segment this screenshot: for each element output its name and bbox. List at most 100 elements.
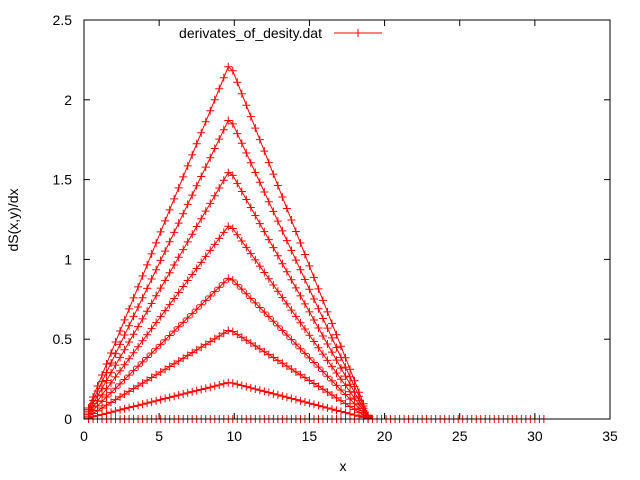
data-point	[188, 387, 197, 396]
data-point	[314, 304, 323, 313]
data-point	[273, 181, 282, 190]
data-point	[323, 340, 332, 349]
data-point	[152, 318, 161, 327]
data-point	[246, 294, 255, 303]
data-point	[237, 187, 246, 196]
data-point	[107, 359, 116, 368]
data-point	[179, 282, 188, 291]
data-point	[120, 404, 129, 413]
data-point	[165, 268, 174, 277]
data-point	[143, 307, 152, 316]
data-point	[318, 350, 327, 359]
data-point	[147, 249, 156, 258]
data-point	[269, 207, 278, 216]
data-point	[336, 375, 345, 384]
data-point	[129, 293, 138, 302]
data-point	[350, 376, 359, 385]
data-point	[341, 363, 350, 372]
data-point	[314, 401, 323, 410]
data-point	[111, 337, 120, 346]
data-point	[206, 337, 215, 346]
data-point	[120, 315, 129, 324]
data-point	[228, 119, 237, 128]
data-point	[143, 330, 152, 339]
y-axis-title: dS(x,y)/dx	[5, 188, 21, 251]
data-point	[269, 353, 278, 362]
data-point	[264, 388, 273, 397]
data-point	[165, 393, 174, 402]
y-tick-label: 2	[64, 92, 72, 108]
data-point	[201, 163, 210, 172]
data-point	[170, 194, 179, 203]
data-point	[215, 135, 224, 144]
data-point	[210, 95, 219, 104]
data-point	[156, 312, 165, 321]
data-point	[282, 236, 291, 245]
data-point	[116, 405, 125, 414]
data-point	[228, 276, 237, 285]
legend-sample-marker	[354, 29, 362, 37]
data-point	[125, 321, 134, 330]
data-point	[260, 187, 269, 196]
data-point	[309, 294, 318, 303]
data-point	[291, 312, 300, 321]
data-point	[179, 245, 188, 254]
ticks-layer: 0 5 10 15 20 25 30 35 0 0.5 1 1.5 2 2.5	[53, 12, 618, 444]
data-point	[305, 307, 314, 316]
data-point	[273, 217, 282, 226]
data-point	[125, 387, 134, 396]
data-point	[309, 337, 318, 346]
data-point	[327, 390, 336, 399]
data-point	[179, 209, 188, 218]
data-point	[134, 303, 143, 312]
data-point	[210, 191, 219, 200]
data-point	[125, 354, 134, 363]
data-point	[201, 384, 210, 393]
data-point	[224, 62, 233, 71]
data-point	[102, 359, 111, 368]
data-point	[170, 260, 179, 269]
data-point	[323, 307, 332, 316]
data-point	[309, 379, 318, 388]
data-point	[174, 253, 183, 262]
data-point	[300, 299, 309, 308]
data-point	[188, 348, 197, 357]
data-point	[165, 237, 174, 246]
data-point	[188, 191, 197, 200]
data-point	[215, 380, 224, 389]
data-point	[134, 282, 143, 291]
data-point	[183, 351, 192, 360]
data-point	[107, 378, 116, 387]
data-point	[93, 381, 102, 390]
data-point	[359, 399, 368, 408]
data-point	[116, 366, 125, 375]
data-point	[206, 246, 215, 255]
data-point	[278, 193, 287, 202]
data-point	[183, 200, 192, 209]
data-point	[143, 399, 152, 408]
data-point	[300, 275, 309, 284]
data-point	[278, 326, 287, 335]
data-point	[233, 129, 242, 138]
data-point	[116, 353, 125, 362]
data-point	[161, 365, 170, 374]
data-point	[183, 237, 192, 246]
data-point	[305, 285, 314, 294]
data-point	[327, 376, 336, 385]
data-point	[242, 243, 251, 252]
data-point	[192, 139, 201, 148]
data-point	[336, 342, 345, 351]
data-point	[125, 371, 134, 380]
data-point	[273, 287, 282, 296]
data-point	[129, 348, 138, 357]
data-point	[219, 73, 228, 82]
data-point	[228, 171, 237, 180]
data-point	[246, 383, 255, 392]
data-point	[300, 250, 309, 259]
data-point	[210, 382, 219, 391]
data-point	[260, 147, 269, 156]
data-point	[264, 312, 273, 321]
data-point	[260, 268, 269, 277]
data-point	[296, 344, 305, 353]
data-point	[282, 267, 291, 276]
